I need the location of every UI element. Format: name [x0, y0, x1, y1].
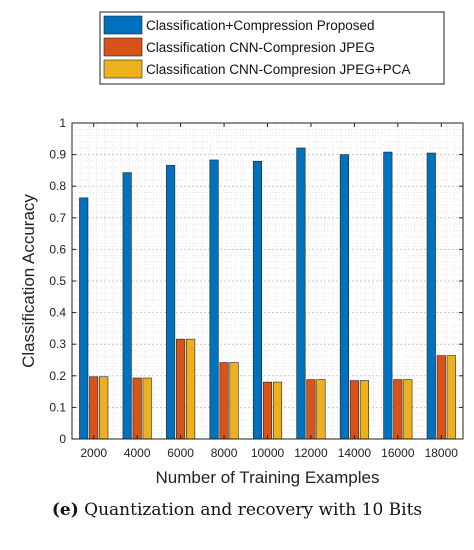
- bar-8000-series-1: [209, 159, 219, 440]
- y-tick-label: 0.3: [49, 337, 66, 351]
- x-tick-label: 8000: [211, 446, 238, 460]
- y-tick-label: 0.1: [49, 400, 66, 414]
- x-tick-label: 18000: [425, 446, 459, 460]
- bar-14000-series-1: [339, 154, 349, 440]
- bar-2000-series-1: [79, 197, 89, 440]
- y-tick-label: 0.7: [49, 211, 66, 225]
- bar-2000-series-2: [89, 376, 99, 440]
- y-tick-label: 0.8: [49, 179, 66, 193]
- bar-10000-series-3: [272, 381, 283, 440]
- bar-16000-series-1: [383, 151, 393, 440]
- bar-14000-series-3: [359, 380, 369, 440]
- legend-label: Classification+Compression Proposed: [146, 18, 375, 33]
- x-tick-label: 10000: [251, 446, 285, 460]
- bars: [79, 147, 456, 440]
- x-tick-label: 16000: [381, 446, 415, 460]
- bar-16000-series-3: [403, 379, 413, 440]
- bar-14000-series-2: [349, 380, 359, 440]
- legend-box: [99, 11, 445, 85]
- x-tick-label: 12000: [294, 446, 328, 460]
- bar-10000-series-1: [252, 160, 263, 440]
- x-axis-label: Number of Training Examples: [156, 468, 380, 487]
- bar-2000-series-3: [99, 376, 109, 440]
- legend-label: Classification CNN-Compresion JPEG: [146, 40, 375, 55]
- bar-4000-series-3: [142, 377, 152, 440]
- y-tick-label: 0.5: [49, 274, 66, 288]
- bar-4000-series-1: [122, 172, 132, 440]
- legend-label: Classification CNN-Compresion JPEG+PCA: [146, 62, 410, 77]
- bar-12000-series-3: [316, 379, 326, 440]
- bar-6000-series-3: [186, 338, 196, 440]
- x-tick-label: 2000: [80, 446, 107, 460]
- caption-tag: (e): [51, 500, 79, 520]
- y-tick-label: 0.6: [49, 242, 66, 256]
- legend-swatch: [103, 59, 143, 79]
- legend: Classification+Compression Proposed Class…: [99, 11, 445, 85]
- y-tick-label: 0.9: [49, 148, 66, 162]
- bar-10000-series-2: [262, 381, 273, 440]
- bar-18000-series-3: [446, 355, 456, 440]
- bar-4000-series-2: [132, 377, 142, 440]
- y-axis-label: Classification Accuracy: [19, 194, 38, 368]
- bar-8000-series-3: [229, 362, 239, 440]
- bar-18000-series-1: [426, 152, 436, 440]
- x-tick-label: 6000: [167, 446, 194, 460]
- y-tick-label: 1: [59, 116, 66, 130]
- bar-18000-series-2: [436, 355, 446, 440]
- bar-6000-series-1: [166, 165, 176, 440]
- legend-swatch: [103, 37, 143, 57]
- bar-16000-series-2: [393, 379, 403, 440]
- legend-swatch: [103, 15, 143, 35]
- y-tick-label: 0: [59, 432, 66, 446]
- x-tick-label: 14000: [338, 446, 372, 460]
- bar-12000-series-1: [296, 147, 306, 440]
- y-tick-label: 0.4: [49, 306, 66, 320]
- caption-text: Quantization and recovery with 10 Bits: [78, 500, 423, 520]
- figure-caption: (e) Quantization and recovery with 10 Bi…: [0, 500, 474, 520]
- bar-12000-series-2: [306, 379, 316, 440]
- x-tick-label: 4000: [124, 446, 151, 460]
- y-tick-label: 0.2: [49, 369, 66, 383]
- bar-8000-series-2: [219, 362, 229, 440]
- bar-chart: Classification+Compression Proposed Class…: [19, 11, 464, 487]
- bar-6000-series-2: [176, 338, 186, 440]
